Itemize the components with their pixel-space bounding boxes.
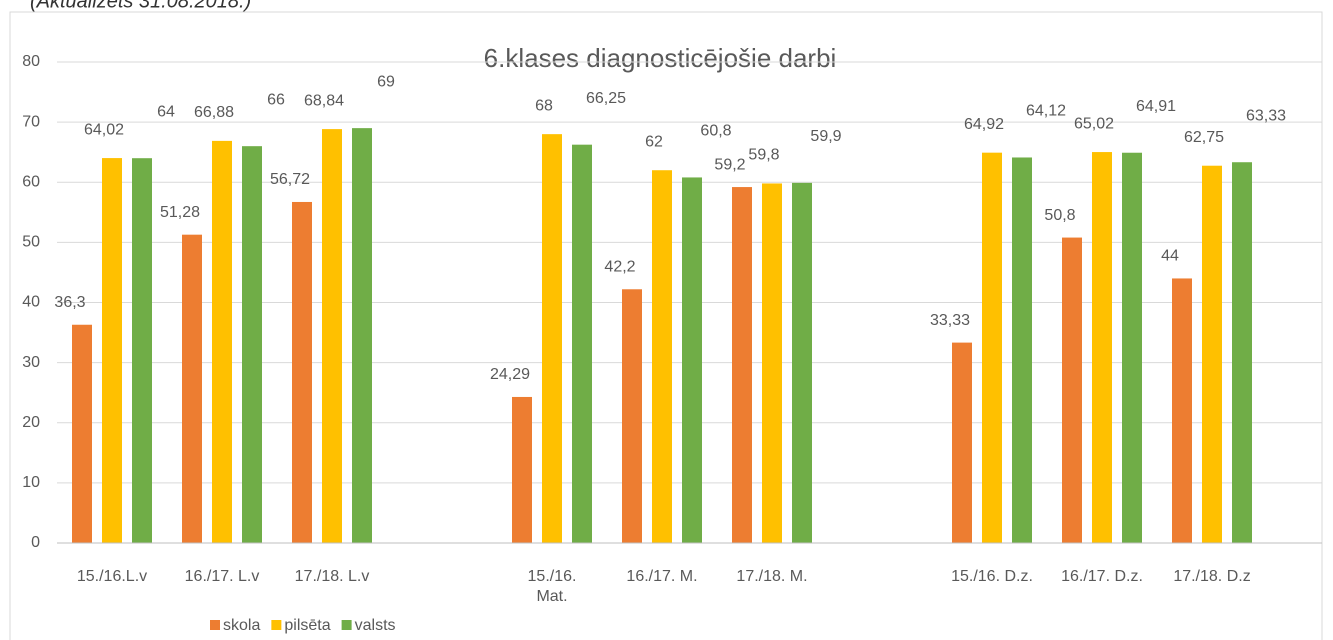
data-label: 63,33 bbox=[1246, 107, 1286, 124]
bar bbox=[512, 396, 532, 543]
y-tick-label: 20 bbox=[22, 414, 40, 431]
x-tick-label: 15./16. Mat. bbox=[527, 568, 577, 605]
bar bbox=[102, 158, 122, 543]
data-label: 60,8 bbox=[700, 123, 731, 140]
bar bbox=[1122, 152, 1142, 543]
bar bbox=[572, 144, 592, 543]
data-label: 66,25 bbox=[586, 90, 626, 107]
data-label: 64,91 bbox=[1136, 98, 1176, 115]
x-tick-label: 17./18. M. bbox=[736, 568, 808, 585]
data-label: 36,3 bbox=[54, 294, 85, 311]
data-label: 68,84 bbox=[304, 92, 344, 109]
data-label: 64,92 bbox=[964, 116, 1004, 133]
y-tick-label: 60 bbox=[22, 173, 40, 190]
bar bbox=[542, 134, 562, 543]
data-label: 69 bbox=[377, 73, 395, 90]
x-tick-label: 17./18. D.z bbox=[1173, 568, 1251, 585]
chart-border bbox=[9, 11, 1323, 640]
legend-swatch bbox=[210, 620, 220, 630]
data-label: 51,28 bbox=[160, 204, 200, 221]
data-label: 64,12 bbox=[1026, 103, 1066, 120]
y-tick-label: 0 bbox=[31, 534, 40, 551]
bar bbox=[952, 342, 972, 543]
bar bbox=[292, 201, 312, 543]
bar bbox=[242, 146, 262, 544]
y-tick-label: 30 bbox=[22, 354, 40, 371]
data-label: 66,88 bbox=[194, 104, 234, 121]
y-tick-label: 50 bbox=[22, 234, 40, 251]
data-label: 62,75 bbox=[1184, 129, 1224, 146]
bar bbox=[1092, 152, 1112, 543]
data-label: 59,8 bbox=[748, 147, 779, 164]
bar bbox=[762, 183, 782, 543]
bar bbox=[1012, 157, 1032, 543]
chart-title: 6.klases diagnosticējošie darbi bbox=[484, 43, 837, 73]
data-label: 62 bbox=[645, 133, 663, 150]
bar bbox=[682, 177, 702, 543]
x-tick-label: 16./17. D.z. bbox=[1061, 568, 1143, 585]
x-tick-label: 15./16. D.z. bbox=[951, 568, 1033, 585]
data-label: 50,8 bbox=[1044, 207, 1075, 224]
data-label: 64 bbox=[157, 103, 175, 120]
bar bbox=[1172, 278, 1192, 543]
bar bbox=[352, 128, 372, 543]
y-tick-label: 80 bbox=[22, 53, 40, 70]
y-tick-label: 10 bbox=[22, 474, 40, 491]
bar bbox=[732, 187, 752, 543]
bar bbox=[1062, 237, 1082, 543]
data-label: 33,33 bbox=[930, 312, 970, 329]
legend-label: pilsēta bbox=[284, 617, 330, 634]
bar bbox=[1232, 162, 1252, 543]
x-tick-label: 15./16.L.v bbox=[76, 568, 148, 585]
data-label: 66 bbox=[267, 91, 285, 108]
bar bbox=[982, 152, 1002, 543]
bar bbox=[132, 158, 152, 543]
data-label: 65,02 bbox=[1074, 115, 1114, 132]
x-tick-label: 17./18. L.v bbox=[294, 568, 370, 585]
y-tick-label: 40 bbox=[22, 294, 40, 311]
data-label: 44 bbox=[1161, 248, 1179, 265]
data-label: 24,29 bbox=[490, 366, 530, 383]
bar bbox=[622, 289, 642, 543]
y-tick-label: 70 bbox=[22, 113, 40, 130]
legend-label: valsts bbox=[355, 617, 396, 634]
bar bbox=[1202, 165, 1222, 543]
update-note: (Aktualizēts 31.08.2018.) bbox=[30, 0, 251, 12]
legend-swatch bbox=[341, 620, 352, 630]
legend-swatch bbox=[271, 620, 282, 630]
bar bbox=[212, 140, 232, 543]
bar bbox=[652, 170, 672, 543]
data-label: 59,9 bbox=[810, 128, 841, 145]
bar bbox=[72, 324, 92, 543]
data-label: 68 bbox=[535, 97, 553, 114]
data-label: 56,72 bbox=[270, 171, 310, 188]
x-tick-label: 16./17. M. bbox=[626, 568, 698, 585]
data-label: 59,2 bbox=[714, 156, 745, 173]
bar bbox=[322, 129, 342, 544]
data-label: 64,02 bbox=[84, 121, 124, 138]
bar bbox=[182, 234, 202, 543]
data-label: 42,2 bbox=[604, 258, 635, 275]
legend-label: skola bbox=[223, 617, 260, 634]
x-tick-label: 16./17. L.v bbox=[184, 568, 260, 585]
bar bbox=[792, 182, 812, 543]
